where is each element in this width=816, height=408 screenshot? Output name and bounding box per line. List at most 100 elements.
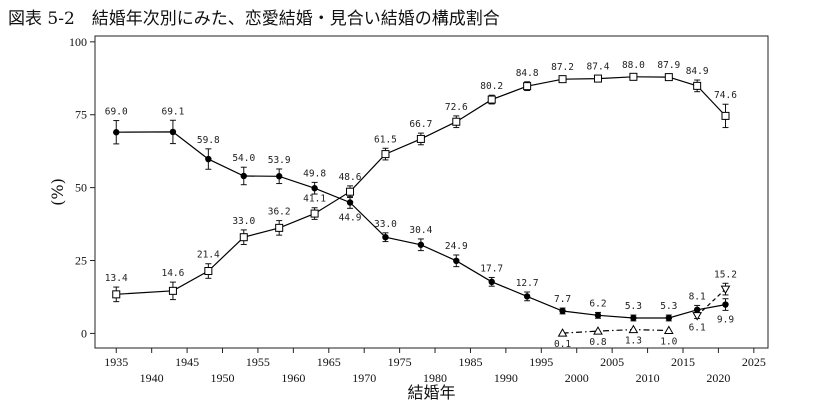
data-point (310, 209, 319, 218)
data-point (593, 74, 602, 83)
data-label: 80.2 (480, 81, 503, 92)
data-point (628, 324, 639, 334)
data-point (558, 75, 567, 84)
x-tick-label: 1940 (140, 371, 164, 385)
data-point (346, 187, 355, 196)
data-label: 5.3 (660, 301, 677, 312)
data-label: 6.1 (689, 323, 706, 334)
data-point (381, 150, 390, 159)
x-tick-label: 1945 (175, 355, 199, 369)
data-label: 5.3 (625, 301, 642, 312)
data-point (693, 81, 702, 90)
x-tick-label: 1990 (494, 371, 518, 385)
data-label: 44.9 (339, 212, 362, 223)
data-point (523, 82, 532, 91)
data-label: 87.4 (587, 62, 610, 73)
data-label: 12.7 (516, 278, 539, 289)
data-label: 0.1 (554, 339, 571, 350)
data-point (275, 223, 284, 232)
data-label: 13.4 (105, 273, 128, 284)
data-point (488, 278, 495, 286)
data-point (664, 73, 673, 82)
data-point (417, 241, 425, 248)
data-point (692, 312, 703, 321)
data-point (593, 326, 603, 335)
data-point (112, 290, 121, 299)
data-point (665, 314, 673, 322)
data-label: 30.4 (409, 225, 432, 236)
data-label: 1.0 (660, 337, 677, 348)
x-tick-label: 1965 (317, 355, 341, 369)
data-label: 72.6 (445, 102, 468, 113)
data-point (523, 293, 531, 300)
data-label: 15.2 (714, 269, 737, 280)
data-label: 36.2 (268, 207, 291, 218)
data-point (629, 72, 638, 81)
data-point (275, 173, 283, 180)
y-tick-label: 25 (75, 254, 87, 268)
data-label: 69.0 (105, 107, 128, 118)
y-tick-label: 0 (81, 326, 87, 340)
data-label: 53.9 (268, 155, 291, 166)
data-label: 49.8 (303, 168, 326, 179)
data-label: 88.0 (622, 60, 645, 71)
data-point (557, 328, 568, 337)
data-point (240, 172, 247, 180)
data-point (720, 285, 731, 295)
x-tick-label: 2020 (706, 371, 730, 385)
x-tick-label: 1935 (104, 355, 128, 369)
data-point (453, 257, 460, 265)
data-point (416, 134, 425, 143)
data-label: 33.0 (232, 216, 255, 227)
x-axis-title: 結婚年 (407, 383, 455, 402)
data-label: 21.4 (197, 250, 220, 261)
data-label: 7.7 (554, 294, 571, 305)
data-label: 1.3 (625, 336, 642, 347)
series-1 (112, 72, 730, 303)
data-point (168, 286, 177, 295)
data-label: 84.9 (686, 66, 709, 77)
data-label: 87.9 (657, 60, 680, 71)
data-label: 41.1 (303, 194, 326, 205)
data-label: 8.1 (689, 291, 706, 302)
x-tick-label: 1960 (281, 371, 305, 385)
data-point (382, 233, 389, 241)
axes: 0 25 50 75 100 1935 1945 1955 1965 1975 1985 1995 20… (69, 35, 769, 385)
series-2 (557, 324, 674, 337)
series-line-0 (116, 131, 726, 319)
y-axis-title: (%) (48, 178, 67, 206)
data-label: 9.9 (717, 314, 734, 325)
x-tick-label: 1950 (211, 371, 235, 385)
data-label: 54.0 (232, 153, 255, 164)
x-tick-label: 2005 (600, 355, 624, 369)
data-point (594, 312, 602, 319)
data-point (630, 314, 637, 322)
data-point (113, 129, 120, 136)
series-line-1 (116, 76, 726, 295)
y-tick-label: 50 (75, 181, 87, 195)
data-label: 17.7 (480, 263, 503, 274)
x-tick-label: 2010 (636, 371, 660, 385)
data-label: 61.5 (374, 134, 397, 145)
plot-frame (94, 35, 769, 349)
x-tick-label: 1995 (529, 355, 553, 369)
data-point (205, 155, 212, 163)
data-point (204, 267, 213, 276)
series-line-2 (562, 328, 669, 334)
data-point (346, 199, 354, 206)
y-tick-label: 100 (69, 35, 87, 49)
x-tick-label: 1955 (246, 355, 270, 369)
x-tick-label: 2025 (742, 355, 766, 369)
y-tick-label: 75 (75, 108, 87, 122)
data-point (693, 306, 701, 314)
data-point (239, 233, 248, 242)
data-labels: 69.0 69.1 59.8 54.0 53.9 49.8 44.9 33.0 30.4 24.9… (105, 60, 737, 350)
x-tick-label: 1980 (423, 371, 447, 385)
data-label: 33.0 (374, 219, 397, 230)
data-point (559, 307, 566, 315)
data-point (311, 185, 318, 192)
data-label: 24.9 (445, 241, 468, 252)
series-0 (113, 119, 729, 322)
x-tick-label: 1985 (458, 355, 482, 369)
